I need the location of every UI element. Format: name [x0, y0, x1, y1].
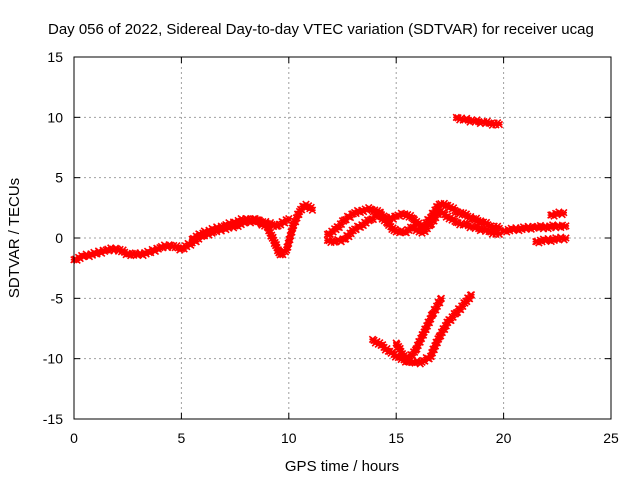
- data-point: [495, 120, 504, 129]
- y-tick-label: -5: [51, 290, 64, 306]
- series-lower-arc-b: [392, 290, 476, 368]
- data-point: [559, 208, 568, 217]
- series-upper-arc: [452, 113, 504, 129]
- series-evening-spur: [547, 208, 568, 220]
- y-tick-label: 10: [47, 109, 63, 125]
- data-point: [562, 234, 570, 242]
- x-tick-label: 25: [603, 430, 619, 446]
- data-points: [70, 113, 570, 368]
- series-main-band: [70, 200, 317, 265]
- series-main-band-upper: [188, 214, 293, 244]
- x-axis-label: GPS time / hours: [285, 458, 399, 475]
- chart-title: Day 056 of 2022, Sidereal Day-to-day VTE…: [48, 21, 594, 38]
- data-point: [467, 290, 476, 299]
- y-tick-label: 15: [47, 49, 63, 65]
- x-tick-label: 0: [70, 430, 78, 446]
- data-point: [308, 206, 317, 215]
- x-tick-label: 15: [388, 430, 404, 446]
- y-tick-label: 5: [55, 170, 63, 186]
- y-tick-labels: -15 -10 -5 0 5 10 15: [43, 49, 63, 427]
- series-evening-band-low: [532, 233, 570, 247]
- x-tick-label: 5: [178, 430, 186, 446]
- y-tick-label: -15: [43, 411, 63, 427]
- series-midday-band-b: [323, 207, 504, 247]
- data-point: [437, 294, 446, 303]
- x-tick-label: 20: [496, 430, 512, 446]
- y-tick-label: 0: [55, 230, 63, 246]
- data-point: [285, 214, 293, 223]
- data-point: [562, 222, 570, 230]
- x-tick-label: 10: [281, 430, 297, 446]
- series-evening-band: [499, 221, 570, 236]
- y-tick-label: -10: [43, 351, 63, 367]
- plot-frame: [73, 56, 612, 420]
- x-tick-labels: 0 5 10 15 20 25: [70, 430, 619, 446]
- y-axis-label: SDTVAR / TECUs: [6, 178, 23, 298]
